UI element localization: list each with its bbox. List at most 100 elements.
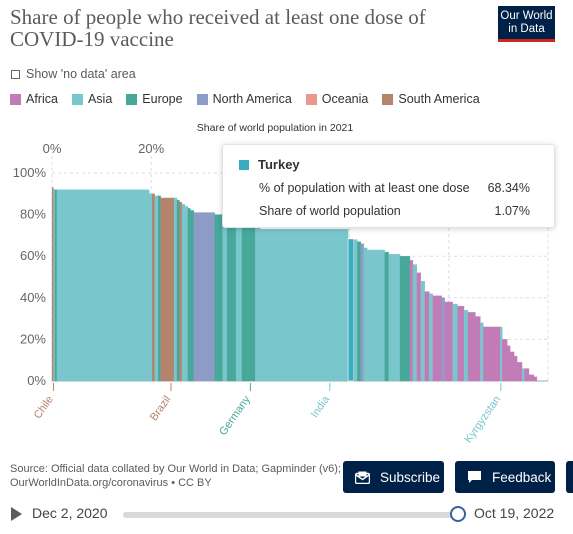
timeline-start-label: Dec 2, 2020: [32, 505, 108, 521]
bar: [510, 351, 515, 382]
legend-item-asia[interactable]: Asia: [71, 92, 113, 106]
source-line-1: Source: Official data collated by Our Wo…: [10, 463, 341, 475]
legend-label: Europe: [142, 92, 183, 106]
bar: [457, 305, 465, 382]
tooltip-country: Turkey: [258, 157, 300, 172]
bar: [260, 229, 349, 382]
bar: [533, 376, 538, 382]
tooltip-row-population: Share of world population 1.07%: [259, 204, 530, 218]
bar: [483, 326, 501, 382]
bar: [416, 272, 422, 382]
y-tick-label: 20%: [20, 331, 46, 346]
feedback-label: Feedback: [492, 469, 552, 485]
bar: [149, 193, 153, 382]
bar: [463, 310, 469, 382]
timeline: Dec 2, 2020 Oct 19, 2022: [0, 502, 573, 528]
bar: [176, 199, 180, 382]
feedback-button[interactable]: Feedback: [455, 461, 555, 493]
bar: [444, 301, 453, 382]
legend-swatch: [196, 93, 208, 105]
tooltip-row-value: 1.07%: [494, 204, 530, 218]
bar: [235, 220, 243, 382]
subscribe-label: Subscribe: [380, 469, 441, 485]
timeline-handle[interactable]: [450, 506, 466, 522]
bar: [241, 222, 249, 382]
bar: [357, 241, 362, 382]
bar: [181, 204, 186, 382]
source-line-2[interactable]: OurWorldInData.org/coronavirus • CC BY: [10, 477, 212, 489]
legend-swatch: [71, 93, 83, 105]
bar: [179, 201, 183, 382]
legend-item-oceania[interactable]: Oceania: [305, 92, 369, 106]
bar: [152, 193, 155, 382]
timeline-track[interactable]: [123, 512, 458, 518]
tooltip-row-doses: % of population with at least one dose 6…: [259, 181, 530, 195]
legend-item-south-america[interactable]: South America: [382, 92, 480, 106]
bar: [500, 326, 503, 382]
subscribe-button[interactable]: Subscribe: [343, 461, 444, 493]
bar: [429, 293, 433, 382]
bar: [475, 316, 481, 382]
legend-item-north-america[interactable]: North America: [196, 92, 292, 106]
bar: [432, 295, 442, 382]
x-tick-labels: 0% 20%: [43, 141, 165, 156]
bar: [53, 189, 56, 382]
entity-label: Brazil: [148, 394, 174, 423]
bar: [187, 208, 191, 382]
bar: [193, 212, 215, 382]
bar: [173, 197, 178, 382]
bar: [513, 355, 518, 382]
bar: [157, 195, 161, 382]
bar: [367, 249, 385, 382]
bar: [184, 206, 189, 382]
bar: [384, 251, 389, 382]
legend-item-africa[interactable]: Africa: [10, 92, 58, 106]
bar: [214, 214, 218, 382]
bar: [363, 247, 368, 382]
bar: [226, 216, 233, 382]
tooltip-header: Turkey: [239, 157, 300, 172]
legend-label: Oceania: [321, 92, 369, 106]
bar: [160, 197, 175, 382]
tooltip: Turkey % of population with at least one…: [222, 144, 555, 228]
bar: [528, 374, 535, 382]
tooltip-row-value: 68.34%: [487, 181, 530, 195]
x-tick-label: 0%: [43, 141, 62, 156]
marimekko-chart[interactable]: 0% 20% 40% 60% 80% 100% 0% 20% Chile Brazil Germ…: [0, 135, 573, 445]
y-tick-label: 100%: [13, 165, 47, 180]
play-icon[interactable]: [11, 507, 22, 521]
bar: [217, 214, 223, 382]
bar: [409, 260, 414, 382]
checkbox-icon[interactable]: [11, 69, 20, 79]
owid-logo[interactable]: Our World in Data: [498, 6, 555, 42]
bar: [231, 218, 237, 382]
bar: [420, 281, 425, 382]
legend-item-europe[interactable]: Europe: [126, 92, 183, 106]
entity-label: Chile: [32, 394, 56, 421]
entity-label: Germany: [217, 393, 253, 437]
bar: [190, 210, 195, 382]
show-no-data-toggle[interactable]: Show 'no data' area: [11, 67, 136, 81]
legend-swatch: [305, 93, 317, 105]
bar: [507, 345, 511, 382]
y-tick-label: 0%: [27, 373, 46, 388]
bar: [516, 362, 523, 382]
x-tick-label: 20%: [138, 141, 164, 156]
bars-group: [51, 187, 538, 382]
bar: [54, 189, 58, 382]
entity-labels: Chile Brazil Germany India Kyrgyzstan: [32, 383, 503, 445]
source-note: Source: Official data collated by Our Wo…: [10, 462, 465, 490]
entity-label: Kyrgyzstan: [462, 394, 503, 445]
logo-line-1: Our World: [500, 10, 553, 22]
bar: [247, 224, 256, 382]
bar: [360, 243, 364, 382]
envelope-icon: [355, 471, 370, 484]
bar: [452, 303, 458, 382]
tooltip-swatch: [239, 159, 249, 170]
bar: [154, 195, 159, 382]
legend-label: Asia: [87, 92, 113, 106]
legend: Africa Asia Europe North America Oceania…: [10, 92, 494, 106]
logo-line-2: in Data: [508, 23, 545, 35]
bar: [56, 189, 61, 382]
overflow-button[interactable]: [566, 461, 573, 493]
